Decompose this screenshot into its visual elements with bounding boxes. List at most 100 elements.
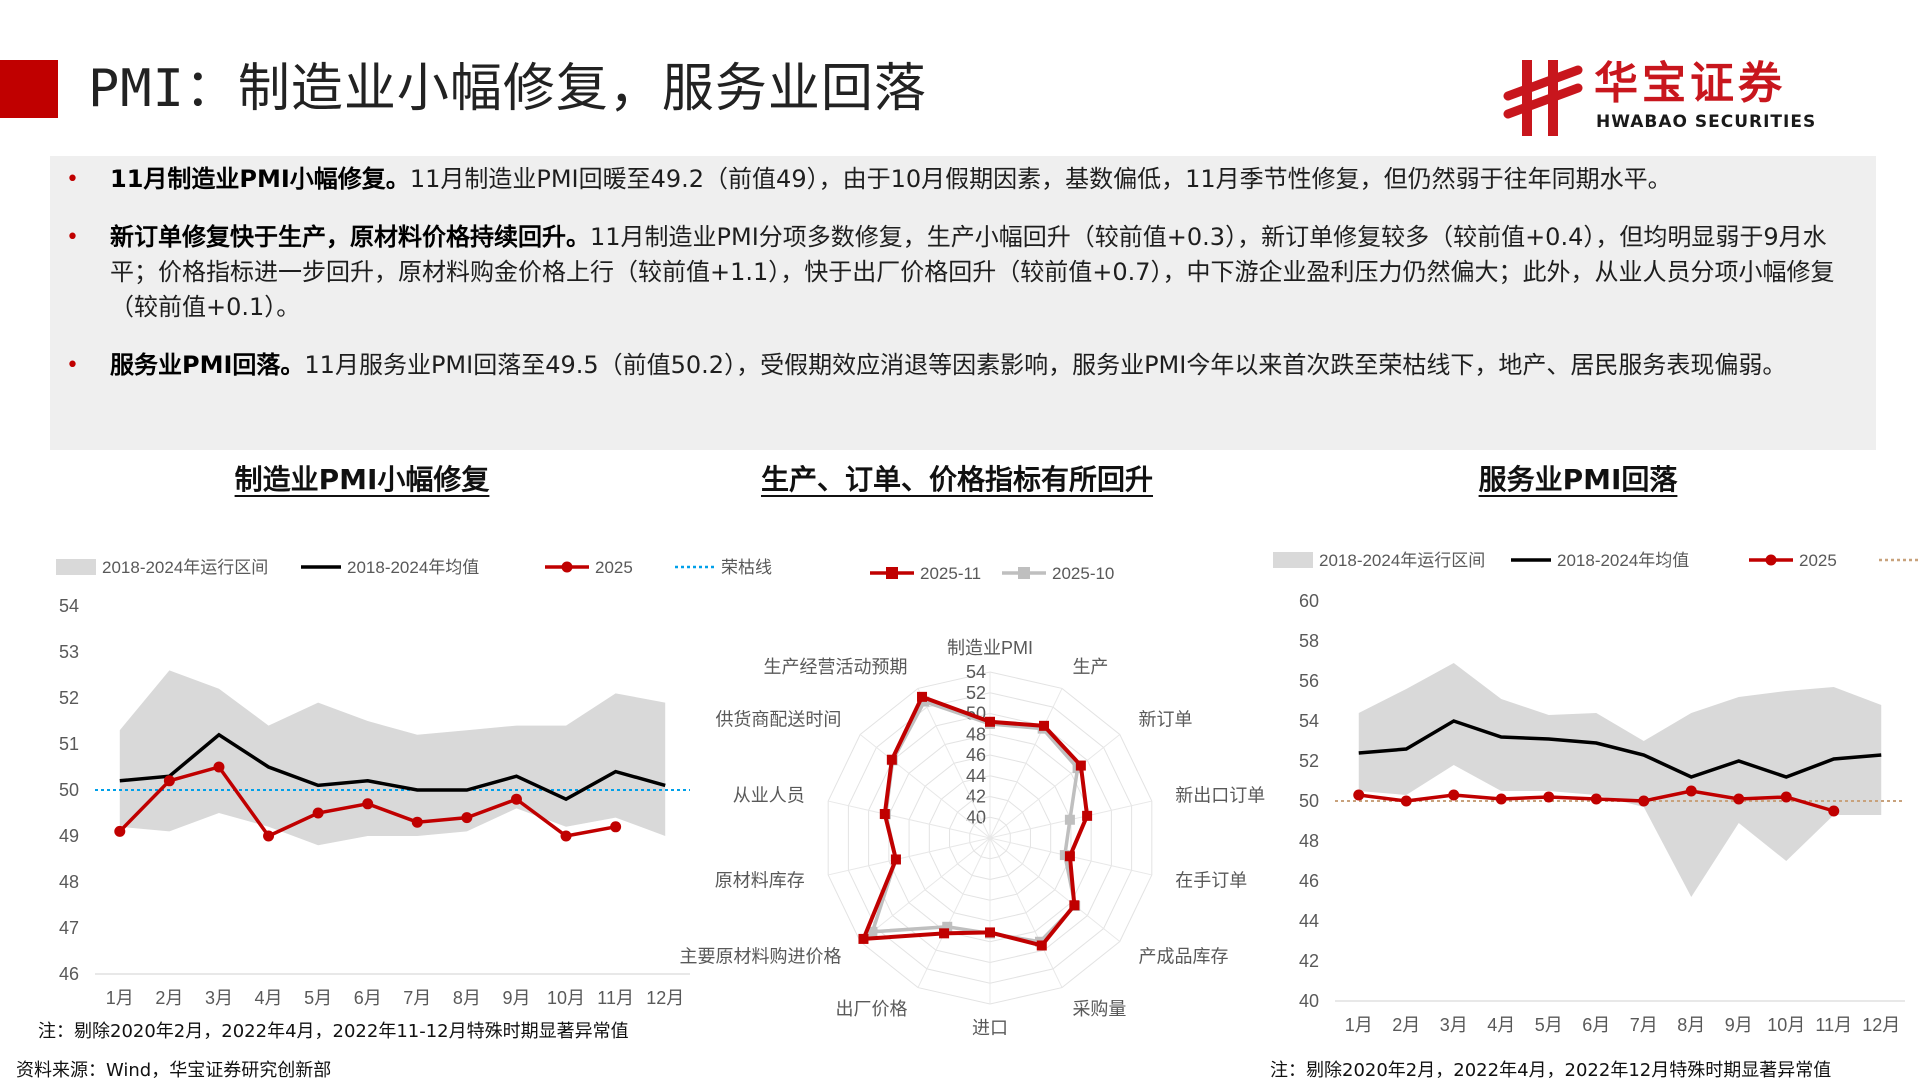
radar-data-point [985, 716, 995, 727]
summary-bullet: 服务业PMI回落。11月服务业PMI回落至49.5（前值50.2），受假期效应消… [66, 348, 1856, 383]
legend-2025-marker [1765, 554, 1777, 566]
x-tick-label: 6月 [354, 988, 382, 1008]
radar-axis-label: 制造业PMI [947, 638, 1033, 658]
legend-label: 2018-2024年运行区间 [1319, 551, 1485, 570]
y-tick-label: 50 [1299, 791, 1319, 811]
radar-axis-label: 原材料库存 [715, 870, 805, 890]
data-point [1495, 793, 1507, 805]
x-tick-label: 10月 [547, 988, 585, 1008]
y-tick-label: 60 [1299, 591, 1319, 611]
legend-label: 2025 [595, 558, 633, 577]
radar-axis-label: 生产 [1072, 657, 1108, 677]
x-tick-label: 10月 [1767, 1015, 1805, 1035]
data-point [510, 793, 522, 805]
logo-english-name: HWABAO SECURITIES [1596, 112, 1817, 132]
radar-spoke [989, 688, 1063, 839]
radar-tick-label: 46 [966, 745, 986, 765]
radar-axis-label: 采购量 [1072, 999, 1126, 1019]
radar-axis-label: 在手订单 [1175, 870, 1247, 890]
radar-spoke [859, 837, 991, 942]
radar-data-point [858, 933, 869, 944]
bullet-heading: 服务业PMI回落。 [110, 351, 305, 379]
legend-label: 2018-2024年均值 [347, 558, 479, 577]
radar-data-point [939, 928, 950, 939]
x-tick-label: 9月 [1725, 1015, 1753, 1035]
radar-data-point [1039, 720, 1050, 731]
series-line [1358, 719, 1882, 779]
radar-spoke [828, 800, 991, 839]
y-tick-label: 40 [1299, 991, 1319, 1011]
radar-tick-label: 52 [966, 683, 986, 703]
x-tick-label: 12月 [646, 988, 684, 1008]
x-tick-label: 8月 [1677, 1015, 1705, 1035]
legend-2025-10-marker [1018, 567, 1030, 579]
manufacturing-chart-title: 制造业PMI小幅修复 [234, 463, 490, 496]
data-point [1733, 793, 1745, 805]
y-tick-label: 47 [59, 918, 79, 938]
data-point [1590, 793, 1602, 805]
x-tick-label: 1月 [1345, 1015, 1373, 1035]
radar-spoke [917, 837, 991, 988]
data-point [163, 775, 175, 787]
legend-label: 2018-2024年运行区间 [102, 558, 268, 577]
x-tick-label: 7月 [403, 988, 431, 1008]
radar-chart-title: 生产、订单、价格指标有所回升 [760, 463, 1154, 496]
data-point [213, 761, 225, 773]
radar-spoke [828, 837, 991, 876]
summary-bullet: 11月制造业PMI小幅修复。11月制造业PMI回暖至49.2（前值49），由于1… [66, 162, 1856, 197]
y-tick-label: 58 [1299, 631, 1319, 651]
summary-panel: 11月制造业PMI小幅修复。11月制造业PMI回暖至49.2（前值49），由于1… [50, 156, 1876, 450]
right-chart-note: 注：剔除2020年2月，2022年4月，2022年12月特殊时期显著异常值 [1270, 1060, 1832, 1081]
x-tick-label: 6月 [1582, 1015, 1610, 1035]
y-tick-label: 51 [59, 734, 79, 754]
radar-data-point [1059, 850, 1070, 861]
y-tick-label: 54 [1299, 711, 1319, 731]
left-chart-note: 注：剔除2020年2月，2022年4月，2022年11-12月特殊时期显著异常值 [38, 1021, 629, 1042]
x-tick-label: 8月 [453, 988, 481, 1008]
data-point [312, 807, 324, 819]
services-chart-title: 服务业PMI回落 [1478, 463, 1678, 496]
legend-label: 2025 [1799, 551, 1837, 570]
bullet-heading: 新订单修复快于生产，原材料价格持续回升。 [110, 223, 590, 251]
radar-data-point [1075, 760, 1086, 771]
radar-tick-label: 54 [966, 662, 986, 682]
data-point [1353, 789, 1365, 801]
data-point [362, 798, 374, 810]
services-pmi-chart: 40 42 44 46 48 50 52 54 56 58 60 1月 2月 3月 4月 5月 6月 7月 8月 9月… [1273, 551, 1919, 1035]
radar-data-point [867, 926, 878, 937]
y-tick-label: 46 [59, 964, 79, 984]
data-point [560, 830, 572, 842]
y-tick-label: 52 [59, 688, 79, 708]
x-tick-label: 2月 [155, 988, 183, 1008]
summary-bullet: 新订单修复快于生产，原材料价格持续回升。11月制造业PMI分项多数修复，生产小幅… [66, 220, 1856, 325]
radar-data-point [917, 691, 928, 702]
radar-axis-label: 供货商配送时间 [715, 710, 841, 730]
y-tick-label: 48 [1299, 831, 1319, 851]
radar-tick-label: 48 [966, 724, 986, 744]
x-tick-label: 11月 [1815, 1015, 1852, 1035]
hwabao-logo-icon [1503, 60, 1583, 136]
y-tick-label: 53 [59, 642, 79, 662]
radar-data-point [985, 927, 995, 938]
data-point [1448, 789, 1460, 801]
legend-label: 2018-2024年均值 [1557, 551, 1689, 570]
legend-label: 2025-11 [920, 564, 981, 583]
y-tick-label: 52 [1299, 751, 1319, 771]
title-accent-bar [0, 60, 58, 118]
radar-data-point [1064, 851, 1075, 862]
radar-axis-label: 生产经营活动预期 [764, 657, 908, 677]
x-tick-label: 11月 [597, 988, 634, 1008]
bullet-text: 11月制造业PMI分项多数修复，生产小幅回升（较前值+0.3），新订单修复较多（… [110, 223, 1835, 321]
bullet-text: 11月制造业PMI回暖至49.2（前值49），由于10月假期因素，基数偏低，11… [409, 165, 1672, 193]
data-point [610, 821, 622, 833]
radar-axis-label: 进口 [972, 1018, 1008, 1038]
y-tick-label: 46 [1299, 871, 1319, 891]
x-tick-label: 1月 [106, 988, 134, 1008]
range-band-area [119, 670, 666, 846]
x-tick-label: 4月 [1487, 1015, 1515, 1035]
data-point [114, 825, 126, 837]
legend-band-swatch [1273, 552, 1313, 568]
company-logo: 华宝证券 HWABAO SECURITIES [1500, 56, 1860, 140]
radar-axis-label: 主要原材料购进价格 [679, 946, 841, 966]
radar-axis-label: 出厂价格 [836, 999, 908, 1019]
